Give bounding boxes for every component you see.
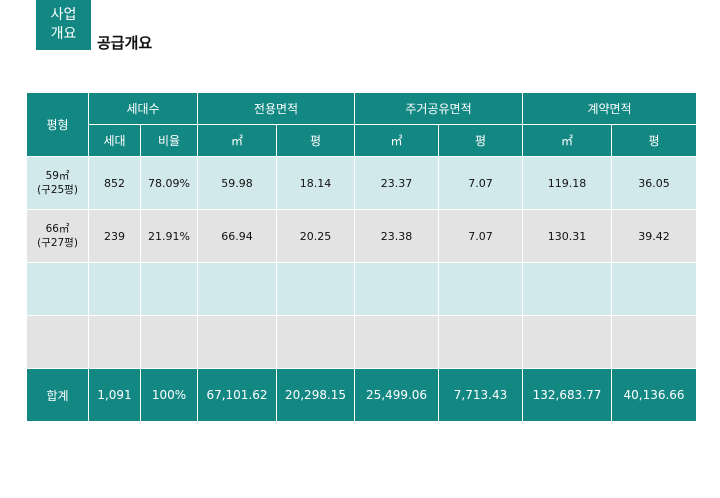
page-title: 공급개요 bbox=[97, 34, 153, 52]
common-sqm-cell: 23.38 bbox=[354, 209, 440, 263]
empty-cell bbox=[197, 315, 277, 369]
table-row: 59㎡ (구25평) 852 78.09% 59.98 18.14 23.37 … bbox=[26, 156, 698, 210]
header-sub-pyeong-contract: 평 bbox=[611, 124, 698, 157]
total-common-pyeong: 7,713.43 bbox=[438, 368, 524, 422]
header-common-area: 주거공유면적 bbox=[354, 92, 524, 125]
header-type: 평형 bbox=[26, 92, 89, 157]
empty-cell bbox=[275, 315, 356, 369]
header-households: 세대수 bbox=[88, 92, 198, 125]
empty-row bbox=[26, 262, 698, 316]
total-contract-sqm: 132,683.77 bbox=[522, 368, 613, 422]
empty-cell bbox=[197, 262, 277, 316]
empty-cell bbox=[611, 262, 698, 316]
empty-cell bbox=[611, 315, 698, 369]
empty-cell bbox=[354, 262, 440, 316]
header-sub-pyeong-common: 평 bbox=[438, 124, 524, 157]
ratio-cell: 21.91% bbox=[140, 209, 198, 263]
empty-cell bbox=[275, 262, 356, 316]
total-common-sqm: 25,499.06 bbox=[354, 368, 440, 422]
header-sub-pyeong-exclusive: 평 bbox=[275, 124, 356, 157]
ratio-cell: 78.09% bbox=[140, 156, 198, 210]
empty-cell bbox=[522, 315, 613, 369]
header-sub-households: 세대 bbox=[88, 124, 141, 157]
type-old-size: (구27평) bbox=[37, 237, 78, 249]
exclusive-sqm-cell: 59.98 bbox=[197, 156, 277, 210]
empty-cell bbox=[88, 262, 141, 316]
exclusive-pyeong-cell: 20.25 bbox=[275, 209, 356, 263]
header-sub-ratio: 비율 bbox=[140, 124, 198, 157]
supply-table: 평형 세대수 전용면적 주거공유면적 계약면적 세대 비율 ㎡ 평 ㎡ 평 ㎡ … bbox=[26, 92, 698, 422]
empty-cell bbox=[522, 262, 613, 316]
common-sqm-cell: 23.37 bbox=[354, 156, 440, 210]
total-ratio: 100% bbox=[140, 368, 198, 422]
common-pyeong-cell: 7.07 bbox=[438, 209, 524, 263]
empty-cell bbox=[438, 262, 524, 316]
empty-cell bbox=[354, 315, 440, 369]
type-size: 66㎡ bbox=[45, 223, 70, 235]
total-exclusive-pyeong: 20,298.15 bbox=[275, 368, 356, 422]
header-sub-sqm-exclusive: ㎡ bbox=[197, 124, 277, 157]
contract-sqm-cell: 130.31 bbox=[522, 209, 613, 263]
contract-sqm-cell: 119.18 bbox=[522, 156, 613, 210]
empty-cell bbox=[438, 315, 524, 369]
empty-cell bbox=[140, 262, 198, 316]
contract-pyeong-cell: 36.05 bbox=[611, 156, 698, 210]
type-old-size: (구25평) bbox=[37, 184, 78, 196]
empty-cell bbox=[26, 315, 89, 369]
total-households: 1,091 bbox=[88, 368, 141, 422]
empty-cell bbox=[26, 262, 89, 316]
total-contract-pyeong: 40,136.66 bbox=[611, 368, 698, 422]
empty-cell bbox=[88, 315, 141, 369]
type-size: 59㎡ bbox=[45, 170, 70, 182]
exclusive-pyeong-cell: 18.14 bbox=[275, 156, 356, 210]
total-exclusive-sqm: 67,101.62 bbox=[197, 368, 277, 422]
empty-row bbox=[26, 315, 698, 369]
header-row-primary: 평형 세대수 전용면적 주거공유면적 계약면적 bbox=[26, 92, 698, 157]
badge-line-1: 사업 bbox=[50, 7, 77, 23]
common-pyeong-cell: 7.07 bbox=[438, 156, 524, 210]
empty-cell bbox=[140, 315, 198, 369]
type-cell: 66㎡ (구27평) bbox=[26, 209, 89, 263]
header-exclusive-area: 전용면적 bbox=[196, 92, 356, 125]
header-contract-area: 계약면적 bbox=[522, 92, 698, 125]
total-row: 합계 1,091 100% 67,101.62 20,298.15 25,499… bbox=[26, 368, 698, 422]
exclusive-sqm-cell: 66.94 bbox=[197, 209, 277, 263]
section-badge: 사업 개요 bbox=[36, 0, 91, 50]
header-row-secondary: 세대 비율 ㎡ 평 ㎡ 평 ㎡ 평 bbox=[27, 124, 698, 157]
type-cell: 59㎡ (구25평) bbox=[26, 156, 89, 210]
badge-line-2: 개요 bbox=[50, 26, 77, 42]
header-sub-sqm-common: ㎡ bbox=[354, 124, 440, 157]
header-sub-sqm-contract: ㎡ bbox=[522, 124, 613, 157]
table-row: 66㎡ (구27평) 239 21.91% 66.94 20.25 23.38 … bbox=[26, 209, 698, 263]
total-label: 합계 bbox=[26, 368, 89, 422]
contract-pyeong-cell: 39.42 bbox=[611, 209, 698, 263]
households-cell: 239 bbox=[88, 209, 141, 263]
households-cell: 852 bbox=[88, 156, 141, 210]
